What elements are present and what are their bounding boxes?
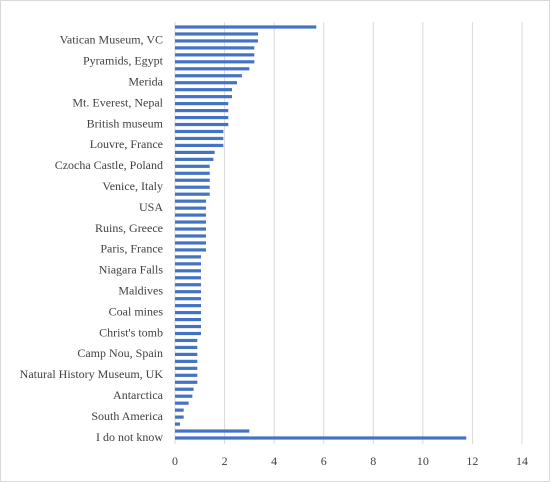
bar (175, 227, 206, 231)
bar (175, 290, 202, 294)
x-tick-label: 0 (172, 454, 178, 468)
bar (175, 234, 206, 238)
bar (175, 150, 215, 154)
bar (175, 311, 202, 315)
bar (175, 199, 206, 203)
bar (175, 422, 180, 426)
y-tick-label: Antarctica (113, 388, 164, 402)
bar (175, 81, 237, 85)
y-tick-label: Coal mines (109, 304, 164, 318)
y-tick-label: Niagara Falls (99, 263, 164, 277)
bar (175, 95, 233, 99)
x-tick-label: 14 (516, 454, 528, 468)
x-tick-label: 4 (271, 454, 277, 468)
bar (175, 185, 210, 189)
bar (175, 394, 193, 398)
bar (175, 387, 194, 391)
y-tick-label: Ruins, Greece (95, 221, 163, 235)
bar (175, 143, 224, 148)
x-tick-label: 10 (417, 454, 429, 468)
y-tick-label: USA (139, 200, 163, 214)
bar (175, 53, 255, 57)
bar (175, 255, 202, 259)
bar (175, 352, 198, 357)
bar (175, 74, 242, 78)
bar (175, 345, 198, 350)
bar (175, 192, 210, 196)
bar (175, 67, 250, 71)
bar (175, 276, 202, 280)
bar (175, 324, 202, 329)
bar (175, 136, 224, 141)
y-tick-label: Camp Nou, Spain (77, 346, 163, 360)
y-tick-label: Pyramids, Egypt (83, 54, 164, 68)
bar (175, 122, 229, 127)
bar (175, 60, 255, 64)
bar (175, 408, 184, 412)
bar (175, 380, 198, 384)
bar (175, 297, 202, 301)
y-tick-label: Vatican Museum, VC (60, 33, 163, 47)
bar (175, 39, 259, 43)
bar (175, 373, 198, 377)
bar (175, 164, 210, 168)
bar (175, 32, 259, 36)
y-tick-label: Christ's tomb (99, 325, 163, 339)
bar (175, 178, 210, 182)
x-tick-label: 6 (321, 454, 327, 468)
bar (175, 206, 206, 210)
bar (175, 269, 202, 273)
bar (175, 331, 202, 336)
bar (175, 157, 214, 161)
y-tick-label: South America (91, 409, 163, 423)
bar (175, 115, 229, 120)
bar (175, 359, 198, 363)
bar (175, 102, 229, 106)
y-tick-label: Natural History Museum, UK (20, 367, 164, 381)
y-tick-label: Louvre, France (90, 137, 163, 151)
bar (175, 436, 467, 440)
x-tick-label: 12 (466, 454, 478, 468)
x-tick-label: 8 (370, 454, 376, 468)
bar (175, 248, 206, 252)
bar (175, 338, 198, 343)
bar (175, 401, 189, 405)
y-tick-label: Maldives (118, 283, 163, 297)
bar (175, 317, 202, 322)
bar (175, 262, 202, 266)
y-tick-label: Paris, France (100, 242, 163, 256)
y-tick-label: I do not know (96, 430, 163, 444)
x-tick-label: 2 (222, 454, 228, 468)
bar (175, 366, 198, 370)
bar (175, 25, 317, 29)
bar (175, 220, 206, 224)
bar (175, 304, 202, 308)
y-tick-label: British museum (87, 116, 164, 130)
y-tick-label: Venice, Italy (102, 179, 163, 193)
y-tick-label: Czocha Castle, Poland (55, 158, 163, 172)
bar (175, 46, 255, 50)
bar (175, 283, 202, 287)
bar (175, 129, 224, 134)
bar (175, 108, 229, 113)
y-tick-label: Merida (128, 74, 163, 88)
bar (175, 213, 206, 217)
bar (175, 415, 184, 419)
bar (175, 171, 210, 175)
bar (175, 241, 206, 245)
bar (175, 88, 233, 92)
y-tick-label: Mt. Everest, Nepal (72, 95, 163, 109)
bar (175, 429, 250, 433)
